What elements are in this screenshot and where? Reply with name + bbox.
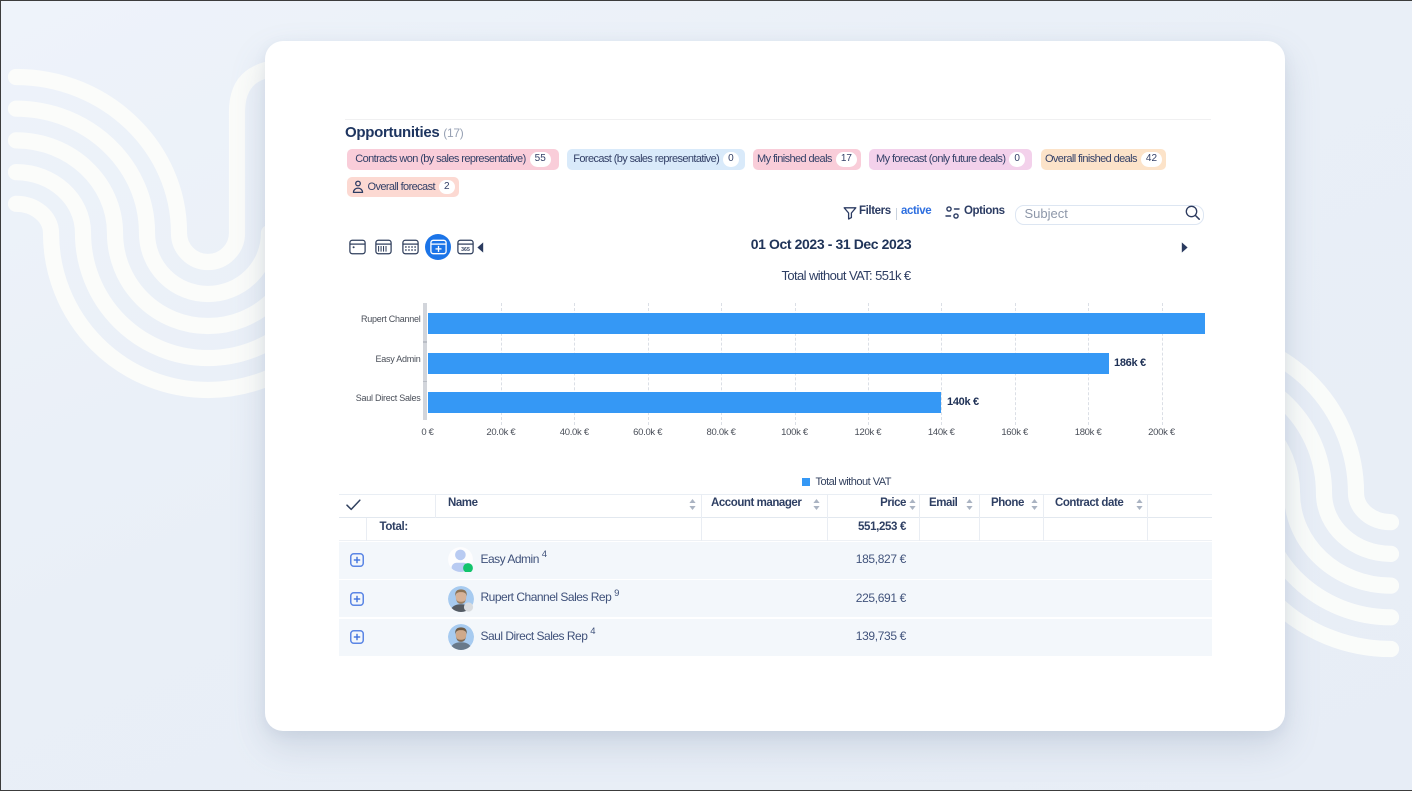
svg-text:365: 365 <box>461 247 470 253</box>
